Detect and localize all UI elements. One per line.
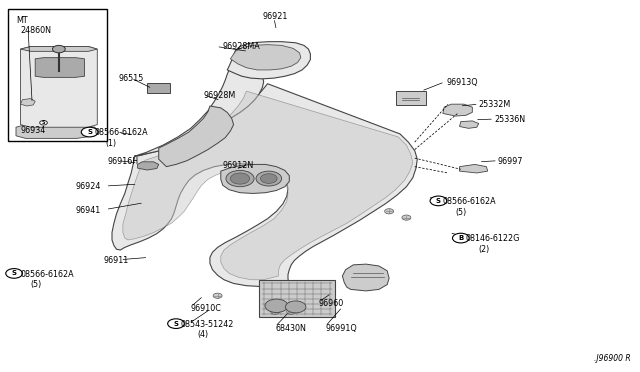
Text: 96911: 96911 bbox=[104, 256, 129, 265]
Polygon shape bbox=[221, 164, 289, 193]
Polygon shape bbox=[35, 58, 84, 77]
Text: S: S bbox=[12, 270, 17, 276]
Circle shape bbox=[271, 309, 280, 314]
Text: S: S bbox=[87, 129, 92, 135]
Circle shape bbox=[287, 309, 296, 314]
Polygon shape bbox=[123, 91, 413, 280]
Circle shape bbox=[81, 127, 98, 137]
Text: 68430N: 68430N bbox=[275, 324, 306, 333]
Polygon shape bbox=[134, 66, 264, 156]
Text: (2): (2) bbox=[479, 245, 490, 254]
Circle shape bbox=[52, 45, 65, 53]
Circle shape bbox=[385, 209, 394, 214]
Text: 96515: 96515 bbox=[118, 74, 144, 83]
Circle shape bbox=[40, 121, 47, 125]
Text: B: B bbox=[458, 235, 463, 241]
Text: 96910C: 96910C bbox=[191, 304, 221, 312]
Text: 96913Q: 96913Q bbox=[447, 78, 478, 87]
Circle shape bbox=[285, 301, 306, 313]
Text: 25332M: 25332M bbox=[479, 100, 511, 109]
Polygon shape bbox=[342, 264, 389, 291]
Circle shape bbox=[260, 174, 277, 183]
Text: 25336N: 25336N bbox=[494, 115, 525, 124]
Text: (1): (1) bbox=[106, 139, 116, 148]
Polygon shape bbox=[460, 121, 479, 128]
Text: 24860N: 24860N bbox=[20, 26, 51, 35]
Circle shape bbox=[452, 233, 469, 243]
Text: S: S bbox=[42, 120, 45, 125]
Circle shape bbox=[168, 319, 184, 328]
Text: 96921: 96921 bbox=[262, 12, 288, 21]
Text: 08566-6162A: 08566-6162A bbox=[95, 128, 148, 137]
Text: 08543-51242: 08543-51242 bbox=[180, 320, 234, 329]
Polygon shape bbox=[20, 46, 97, 127]
Text: 96991Q: 96991Q bbox=[325, 324, 357, 333]
Text: 96928MA: 96928MA bbox=[223, 42, 260, 51]
Polygon shape bbox=[159, 106, 234, 167]
Text: 96928M: 96928M bbox=[204, 92, 236, 100]
Text: (5): (5) bbox=[456, 208, 467, 217]
Polygon shape bbox=[227, 42, 310, 79]
Text: S: S bbox=[173, 321, 179, 327]
Text: .J96900 R: .J96900 R bbox=[594, 354, 630, 363]
Bar bbox=[147, 83, 170, 93]
Text: (5): (5) bbox=[31, 280, 42, 289]
Polygon shape bbox=[230, 45, 301, 70]
Text: MT: MT bbox=[16, 16, 28, 25]
Polygon shape bbox=[443, 104, 472, 116]
Text: 08566-6162A: 08566-6162A bbox=[443, 197, 497, 206]
Text: S: S bbox=[436, 198, 441, 204]
Circle shape bbox=[256, 171, 282, 186]
Bar bbox=[259, 280, 335, 317]
Text: 96912N: 96912N bbox=[223, 161, 254, 170]
Polygon shape bbox=[112, 84, 417, 286]
Bar bbox=[396, 91, 426, 105]
Circle shape bbox=[265, 299, 288, 312]
Text: 08566-6162A: 08566-6162A bbox=[20, 270, 74, 279]
Text: 96941: 96941 bbox=[76, 206, 100, 215]
Text: (4): (4) bbox=[197, 330, 208, 339]
Text: 96916H: 96916H bbox=[108, 157, 139, 166]
Circle shape bbox=[230, 173, 250, 184]
Text: 96934: 96934 bbox=[20, 126, 45, 135]
Circle shape bbox=[213, 293, 222, 298]
Polygon shape bbox=[20, 46, 97, 51]
Circle shape bbox=[226, 170, 254, 187]
Polygon shape bbox=[138, 162, 159, 170]
Text: 96960: 96960 bbox=[319, 299, 344, 308]
Polygon shape bbox=[20, 99, 35, 106]
Bar bbox=[8, 9, 107, 141]
Circle shape bbox=[430, 196, 447, 206]
Polygon shape bbox=[16, 125, 99, 138]
Text: 96924: 96924 bbox=[76, 182, 101, 191]
Circle shape bbox=[6, 269, 22, 278]
Text: 08146-6122G: 08146-6122G bbox=[466, 234, 520, 243]
Text: 96997: 96997 bbox=[498, 157, 524, 166]
Polygon shape bbox=[460, 164, 488, 173]
Circle shape bbox=[402, 215, 411, 220]
